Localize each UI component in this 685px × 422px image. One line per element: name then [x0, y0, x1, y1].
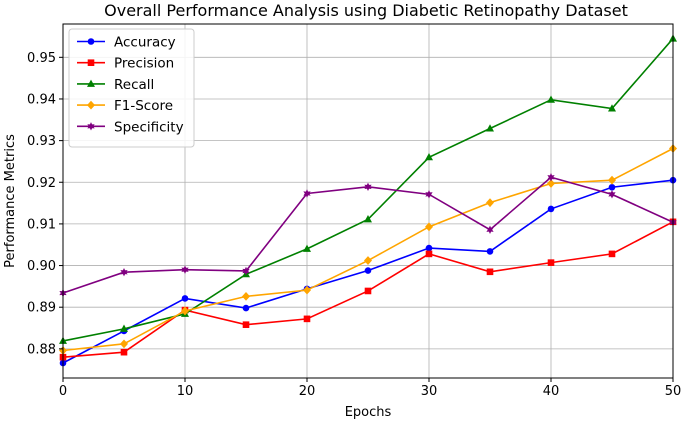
data-point-specificity: [181, 265, 189, 274]
legend-entry-recall: Recall: [77, 77, 154, 93]
series-precision: [59, 218, 677, 361]
legend-entry-f1-score: F1-Score: [77, 98, 173, 114]
data-point-precision: [242, 321, 250, 328]
legend-entry-specificity: Specificity: [77, 119, 184, 135]
x-tick-label: 50: [665, 384, 682, 399]
series-line-specificity: [62, 176, 674, 294]
data-point-recall: [303, 244, 311, 252]
y-tick-label: 0.88: [27, 342, 56, 357]
x-tick-label: 20: [299, 384, 316, 399]
data-point-accuracy: [608, 183, 616, 191]
legend-label: Precision: [114, 56, 174, 72]
y-axis-label: Performance Metrics: [3, 134, 18, 268]
data-point-accuracy: [181, 295, 189, 302]
data-point-specificity: [486, 225, 494, 234]
series-line-f1-score: [62, 147, 674, 352]
data-point-f1-score: [547, 179, 555, 188]
data-point-f1-score: [608, 175, 616, 185]
legend-label: Specificity: [114, 119, 184, 135]
data-point-specificity: [364, 182, 372, 192]
series-specificity: [59, 173, 677, 298]
data-point-f1-score: [425, 222, 433, 232]
y-tick-label: 0.94: [27, 92, 56, 107]
legend-marker: [87, 38, 95, 45]
chart-title: Overall Performance Analysis using Diabe…: [104, 1, 628, 20]
legend-label: F1-Score: [114, 98, 173, 114]
data-point-specificity: [547, 173, 555, 182]
data-point-f1-score: [120, 339, 128, 349]
x-axis-label: Epochs: [345, 405, 392, 420]
y-tick-label: 0.90: [27, 259, 56, 274]
data-point-specificity: [608, 190, 616, 199]
series-f1-score: [59, 144, 677, 355]
x-tick-label: 10: [177, 384, 194, 399]
data-point-accuracy: [242, 304, 250, 312]
data-point-accuracy: [364, 267, 372, 274]
data-point-specificity: [242, 266, 250, 276]
data-point-f1-score: [242, 291, 250, 301]
x-tick-label: 30: [421, 384, 438, 399]
legend-marker: [87, 122, 95, 131]
legend-entry-accuracy: Accuracy: [77, 35, 176, 51]
data-point-precision: [120, 348, 128, 356]
data-point-specificity: [425, 190, 433, 199]
x-tick-label: 40: [543, 384, 560, 399]
data-point-f1-score: [181, 306, 189, 316]
y-tick-label: 0.93: [27, 134, 56, 149]
data-point-recall: [547, 95, 555, 103]
data-point-specificity: [120, 268, 128, 277]
data-point-f1-score: [364, 256, 372, 265]
data-point-accuracy: [547, 205, 555, 213]
legend-label: Accuracy: [114, 35, 176, 51]
data-point-recall: [425, 152, 433, 161]
ticks: 0 10 20 30 40 50 0.88 0.89 0.90 0.91 0.92 0.93 0.94 0…: [27, 51, 681, 399]
legend: Accuracy Precision Recall F1-Score Specifici…: [68, 28, 195, 148]
data-point-recall: [608, 104, 616, 112]
data-point-recall: [120, 324, 128, 332]
legend-box: [68, 28, 195, 148]
data-point-accuracy: [425, 244, 433, 252]
data-point-precision: [303, 315, 311, 323]
legend-marker: [87, 59, 95, 66]
y-tick-label: 0.95: [27, 51, 56, 66]
data-point-precision: [425, 250, 433, 258]
legend-marker: [87, 79, 95, 87]
plot-frame: [62, 23, 674, 379]
data-point-specificity: [303, 189, 311, 198]
data-point-precision: [364, 287, 372, 295]
data-point-recall: [364, 215, 372, 223]
data-point-f1-score: [486, 198, 494, 208]
y-tick-label: 0.92: [27, 176, 56, 191]
legend-entry-precision: Precision: [77, 56, 174, 72]
legend-label: Recall: [114, 77, 154, 93]
y-tick-label: 0.89: [27, 301, 56, 316]
data-point-precision: [547, 259, 555, 266]
data-point-accuracy: [486, 248, 494, 255]
data-point-precision: [486, 268, 494, 276]
legend-marker: [87, 100, 95, 110]
data-point-recall: [486, 124, 494, 132]
data-point-f1-score: [303, 285, 311, 295]
data-point-precision: [608, 250, 616, 258]
y-tick-label: 0.91: [27, 217, 56, 232]
x-tick-label: 0: [59, 384, 67, 399]
